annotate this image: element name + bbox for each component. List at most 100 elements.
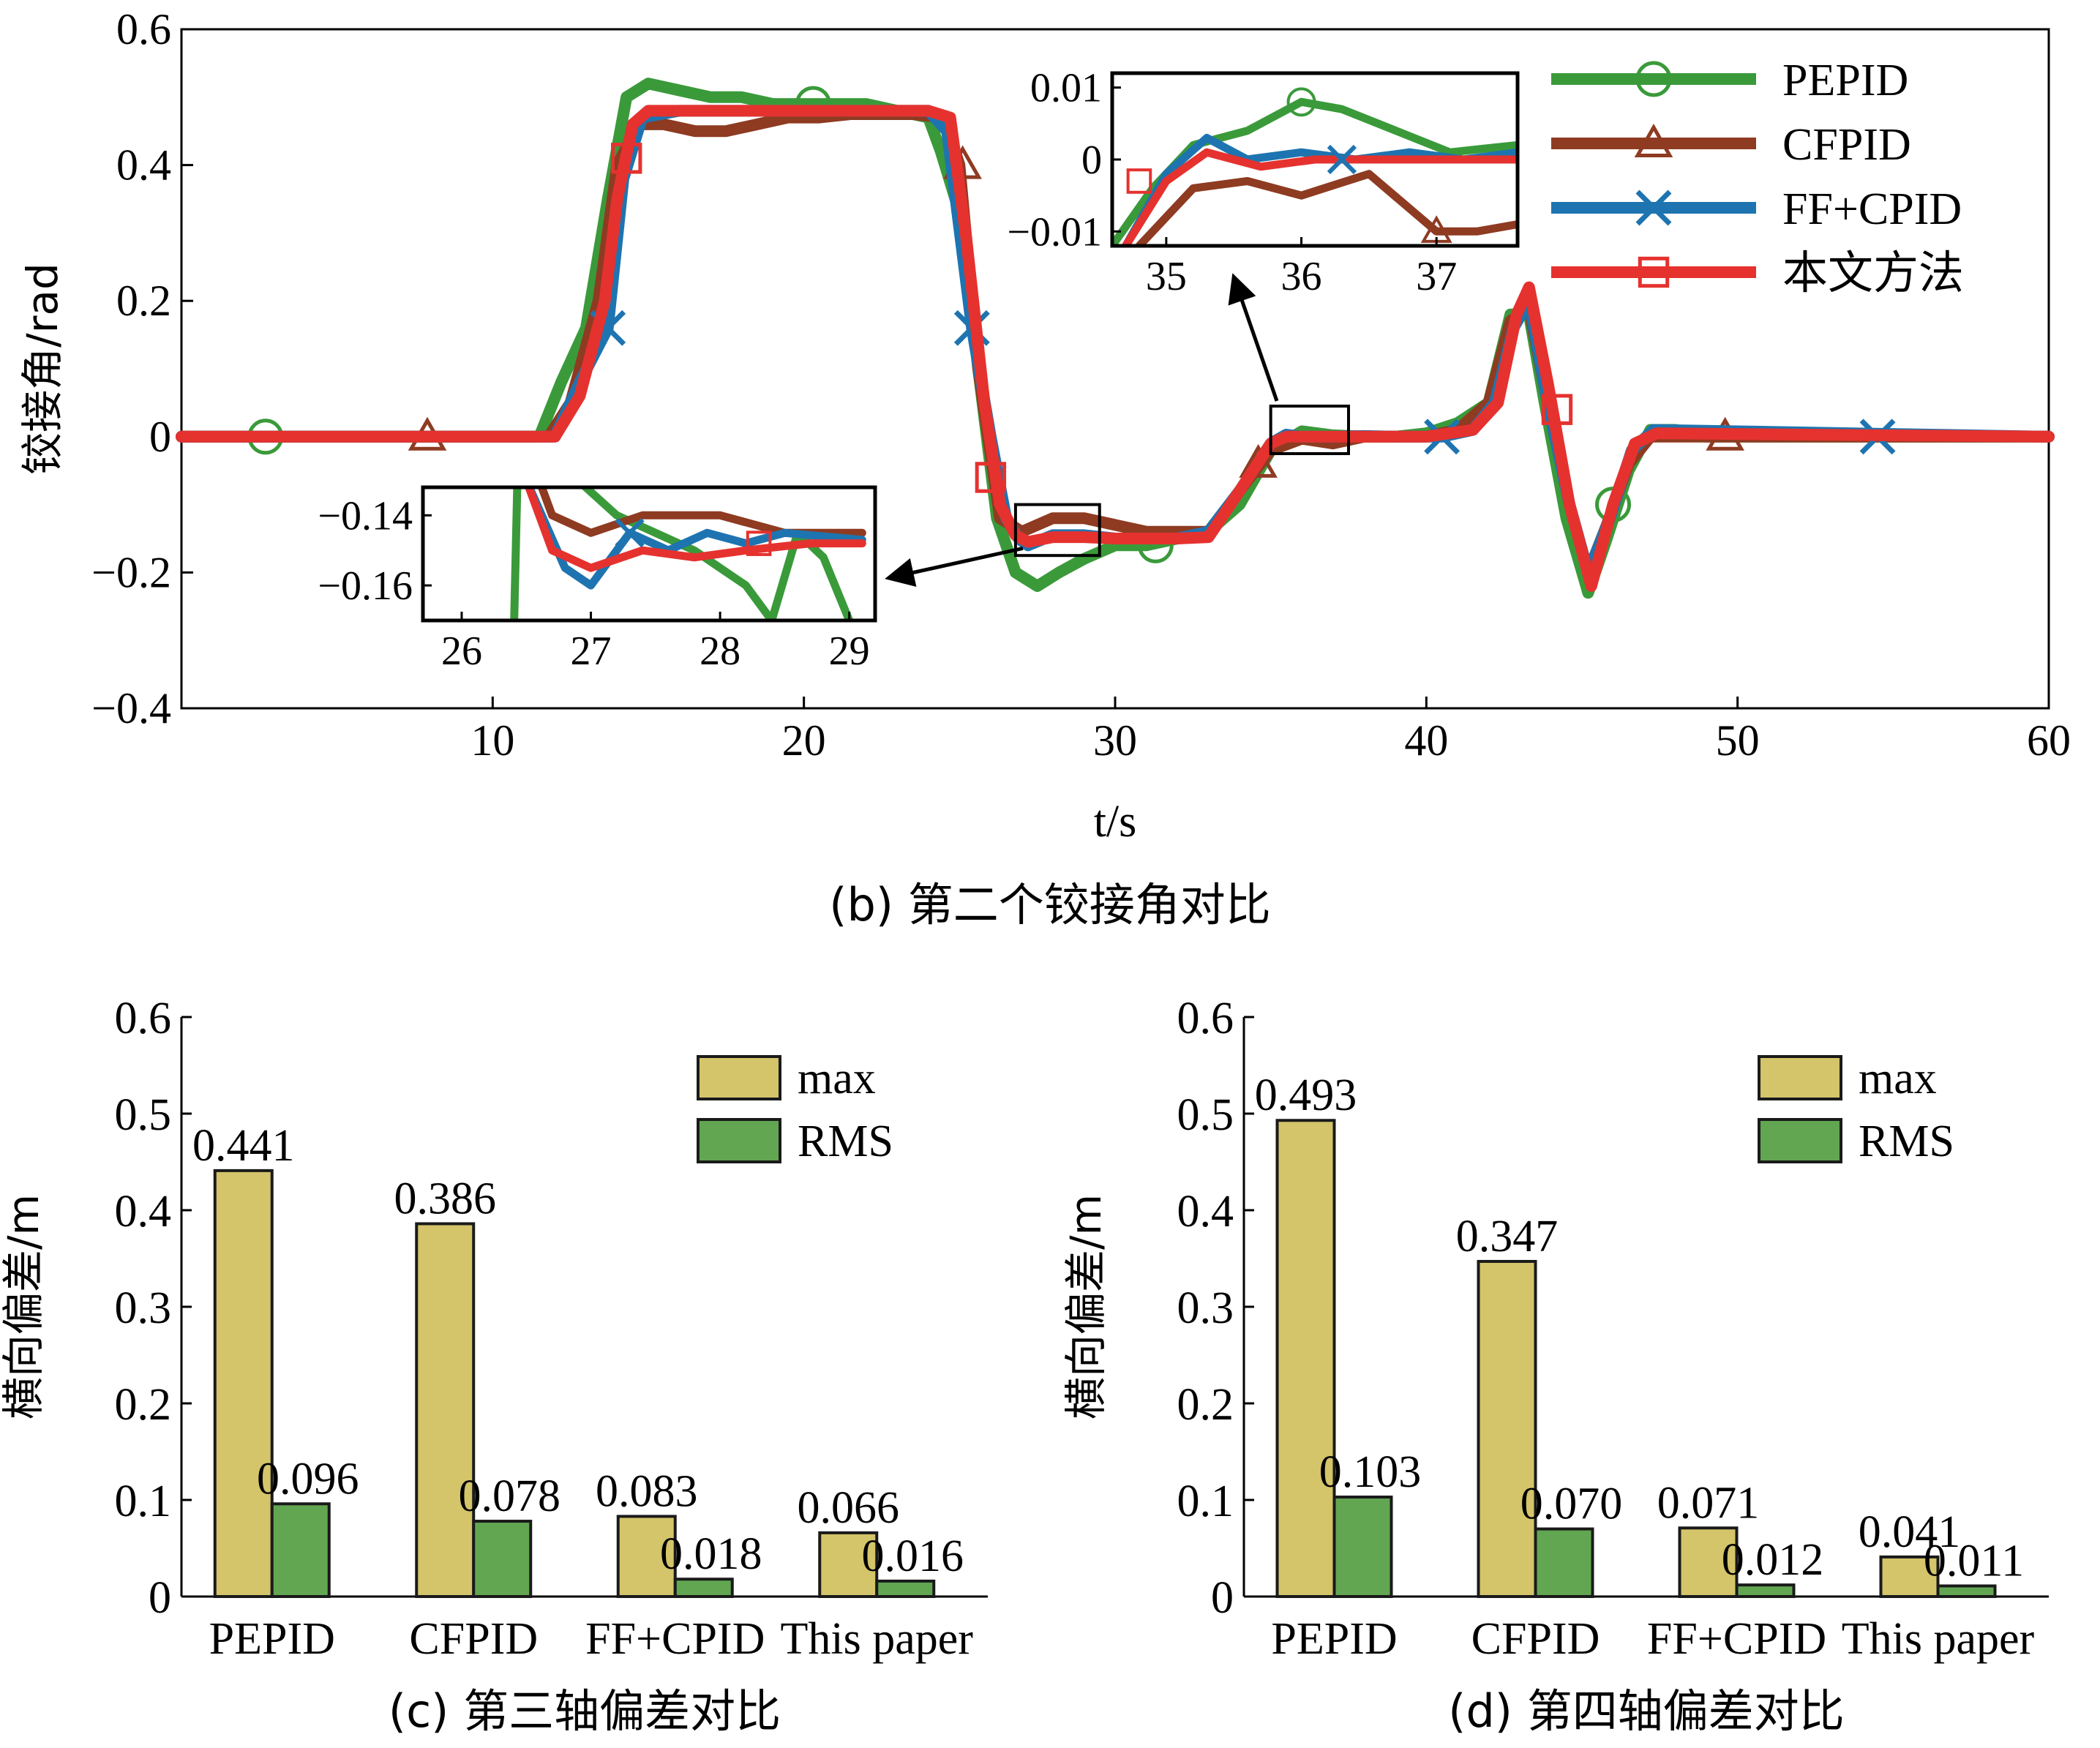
inset-x-tick-label: 28	[700, 629, 740, 674]
bar-rms	[1936, 1584, 1997, 1598]
y-tick-label: −0.2	[91, 548, 171, 596]
inset-marker-proposed	[1126, 168, 1152, 194]
category-label: CFPID	[409, 1614, 538, 1664]
caption-c: (c) 第三轴偏差对比	[389, 1684, 781, 1738]
y-tick-label: 0	[149, 1573, 171, 1623]
bar-rms	[270, 1502, 331, 1599]
bar-rms	[875, 1579, 936, 1598]
inset-plot: 35 36 37 0.01 0 −0.01	[1007, 66, 1520, 299]
legend-swatch-max	[697, 1055, 781, 1100]
x-tick-label: 50	[1716, 716, 1760, 765]
category-label: FF+CPID	[1647, 1614, 1826, 1664]
inset-line-proposed	[1122, 148, 1518, 246]
bar-value-label: 0.041	[1859, 1507, 1961, 1557]
y-axis-label: 横向偏差/m	[0, 1194, 48, 1419]
series-marker-proposed	[611, 143, 642, 174]
bar-rms	[1735, 1583, 1796, 1598]
category-label: This paper	[781, 1614, 974, 1664]
y-tick-label: −0.4	[91, 684, 171, 732]
bar-max	[616, 1515, 677, 1598]
inset-x-tick-label: 35	[1146, 254, 1187, 299]
bar-value-label: 0.083	[596, 1466, 698, 1516]
bar-value-label: 0.103	[1319, 1447, 1422, 1497]
bar-max	[415, 1222, 476, 1598]
bar-value-label: 0.016	[862, 1531, 964, 1581]
inset-x-tick-label: 26	[441, 629, 482, 674]
inset-y-tick-label: −0.01	[1007, 209, 1102, 255]
y-tick-label: 0	[149, 413, 171, 461]
x-tick-label: 60	[2027, 716, 2071, 765]
series-marker-proposed	[975, 462, 1007, 493]
legend-marker-proposed	[1638, 256, 1670, 288]
y-tick-label: 0.3	[1177, 1283, 1234, 1333]
series-line-proposed	[176, 105, 2055, 592]
legend-label-proposed: 本文方法	[1782, 246, 1964, 299]
legend-label-max: max	[798, 1054, 876, 1103]
legend-label-ffcpid: FF+CPID	[1782, 184, 1962, 234]
zoom-region-box	[1269, 405, 1350, 455]
inset-data	[510, 487, 866, 620]
bar-value-label: 0.386	[394, 1174, 497, 1223]
bar-rms	[472, 1520, 533, 1599]
inset-marker-ffcpid	[1327, 144, 1357, 175]
inset-plot: 26 27 28 29 −0.14 −0.16	[318, 485, 877, 674]
category-label: PEPID	[209, 1614, 335, 1664]
legend-label-max: max	[1859, 1054, 1937, 1103]
zoom-arrow	[885, 546, 1024, 587]
bar-rms	[673, 1578, 734, 1598]
inset-frame	[421, 485, 877, 623]
legend-marker-ffcpid	[1635, 190, 1672, 226]
bar-rms	[1534, 1527, 1594, 1599]
y-tick-label: 0.6	[115, 994, 172, 1043]
legend-swatch-rms	[697, 1118, 781, 1163]
legend-label-pepid: PEPID	[1782, 56, 1908, 105]
inset-x-tick-label: 37	[1416, 254, 1457, 299]
bar-max	[1879, 1555, 1940, 1598]
chart-d: 0 0.1 0.2 0.3 0.4 0.5 0.6 横向偏差/m 0.493 0.103 PEPID…	[1061, 994, 2049, 1738]
bar-value-label: 0.066	[798, 1483, 900, 1533]
category-label: PEPID	[1271, 1614, 1397, 1664]
zoom-arrow	[1228, 273, 1279, 402]
bar-value-label: 0.096	[257, 1454, 359, 1504]
inset-y-tick-label: 0	[1081, 138, 1102, 183]
caption-d: (d) 第四轴偏差对比	[1448, 1684, 1844, 1738]
inset-y-tick-label: −0.14	[318, 493, 413, 539]
bar-value-label: 0.493	[1255, 1070, 1357, 1120]
category-label: FF+CPID	[585, 1614, 765, 1664]
zoom-region-box	[1013, 503, 1101, 558]
y-tick-label: 0.6	[116, 5, 171, 53]
category-label: CFPID	[1471, 1614, 1600, 1664]
bar-value-label: 0.012	[1722, 1535, 1824, 1585]
y-tick-label: 0.5	[115, 1090, 172, 1140]
y-axis-label: 横向偏差/m	[1061, 1194, 1111, 1419]
inset-line-proposed	[524, 487, 866, 572]
inset-data	[1112, 87, 1518, 246]
inset-marker-proposed	[746, 530, 772, 556]
inset-x-tick-label: 36	[1281, 254, 1322, 299]
bar-max	[1678, 1526, 1739, 1599]
x-axis-label: t/s	[1094, 797, 1137, 847]
series-marker-cfpid	[1239, 443, 1278, 478]
caption-b: (b) 第二个铰接角对比	[829, 878, 1270, 931]
y-tick-label: 0.2	[1177, 1380, 1234, 1430]
legend-swatch-max	[1758, 1055, 1842, 1100]
y-tick-label: 0.4	[116, 141, 171, 190]
y-tick-label: 0.3	[115, 1283, 172, 1333]
y-axis-label: 铰接角/rad	[18, 263, 67, 475]
legend-marker-pepid	[1635, 61, 1672, 97]
bar-value-label: 0.078	[459, 1471, 561, 1521]
y-tick-label: 0.4	[1177, 1187, 1234, 1237]
bar-rms	[1332, 1496, 1393, 1599]
legend-swatch-rms	[1758, 1118, 1842, 1163]
legend-marker-cfpid	[1634, 123, 1673, 157]
y-tick-label: 0.4	[115, 1187, 172, 1237]
bar-value-label: 0.011	[1924, 1536, 2024, 1586]
inset-marker-pepid	[1286, 87, 1316, 117]
bar-max	[1275, 1119, 1336, 1598]
y-tick-label: 0.6	[1177, 994, 1234, 1043]
inset-line-cfpid	[1135, 170, 1518, 246]
bar-value-label: 0.070	[1520, 1479, 1623, 1529]
bar-max	[213, 1169, 274, 1598]
x-tick-label: 10	[470, 716, 514, 765]
